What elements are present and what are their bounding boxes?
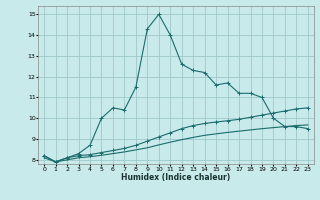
X-axis label: Humidex (Indice chaleur): Humidex (Indice chaleur): [121, 173, 231, 182]
